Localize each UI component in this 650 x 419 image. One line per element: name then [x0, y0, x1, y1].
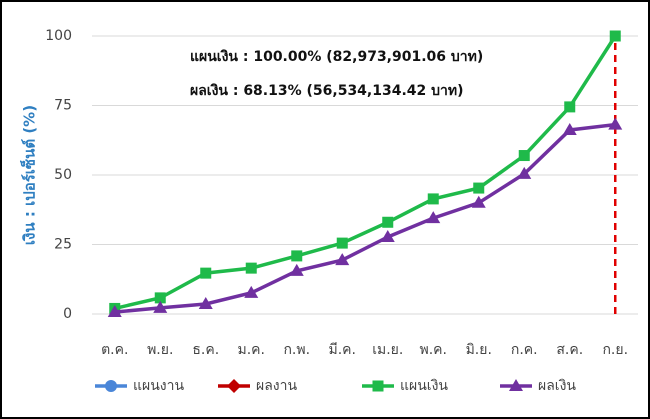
point-marker — [609, 30, 621, 42]
point-marker — [154, 292, 166, 304]
point-marker — [380, 229, 395, 242]
y-tick-label: 0 — [63, 306, 72, 322]
y-axis-label: เงิน : เปอร์เซ็นต์ (%) — [20, 105, 39, 245]
y-tick-label: 25 — [54, 237, 72, 253]
legend-marker — [105, 380, 117, 392]
x-tick-label: ก.ค. — [511, 342, 538, 358]
point-marker — [426, 211, 441, 224]
point-marker — [335, 253, 350, 266]
x-tick-label: ก.ย. — [602, 342, 628, 358]
legend-label: ผลงาน — [256, 378, 297, 394]
y-tick-label: 50 — [54, 167, 72, 183]
series-line — [114, 122, 616, 314]
legend-marker — [227, 379, 241, 393]
point-marker — [336, 237, 348, 249]
point-marker — [518, 150, 530, 162]
legend-marker — [509, 379, 523, 391]
y-tick-label: 75 — [54, 98, 72, 114]
point-marker — [245, 262, 257, 274]
point-marker — [471, 195, 486, 208]
point-marker — [153, 300, 168, 313]
point-marker — [200, 267, 212, 279]
x-tick-label: พ.ค. — [420, 342, 448, 358]
x-tick-label: ส.ค. — [556, 342, 583, 358]
point-marker — [382, 216, 394, 228]
legend-label: ผลเงิน — [538, 378, 576, 394]
x-tick-label: ม.ค. — [238, 342, 266, 358]
x-tick-label: มี.ค. — [329, 342, 357, 358]
x-tick-label: ธ.ค. — [192, 342, 219, 358]
x-tick-label: มิ.ย. — [466, 342, 492, 358]
x-tick-label: ก.พ. — [283, 342, 310, 358]
point-marker — [608, 117, 623, 130]
point-marker — [427, 193, 439, 205]
legend-label: แผนงาน — [133, 378, 184, 394]
point-marker — [198, 296, 213, 309]
point-marker — [562, 122, 577, 135]
series-line — [114, 35, 617, 311]
x-tick-label: พ.ย. — [147, 342, 173, 358]
y-tick-label: 100 — [45, 28, 72, 44]
point-marker — [473, 182, 485, 194]
annotation: ผลเงิน : 68.13% (56,534,134.42 บาท) — [190, 83, 464, 99]
legend-marker — [372, 380, 384, 392]
point-marker — [291, 250, 303, 262]
x-tick-label: ต.ค. — [101, 342, 128, 358]
x-tick-label: เม.ย. — [372, 342, 403, 358]
legend-label: แผนเงิน — [400, 378, 448, 394]
point-marker — [107, 305, 122, 318]
point-marker — [244, 285, 259, 298]
point-marker — [564, 101, 576, 113]
point-marker — [289, 263, 304, 276]
annotation: แผนเงิน : 100.00% (82,973,901.06 บาท) — [190, 49, 483, 65]
point-marker — [517, 166, 532, 179]
